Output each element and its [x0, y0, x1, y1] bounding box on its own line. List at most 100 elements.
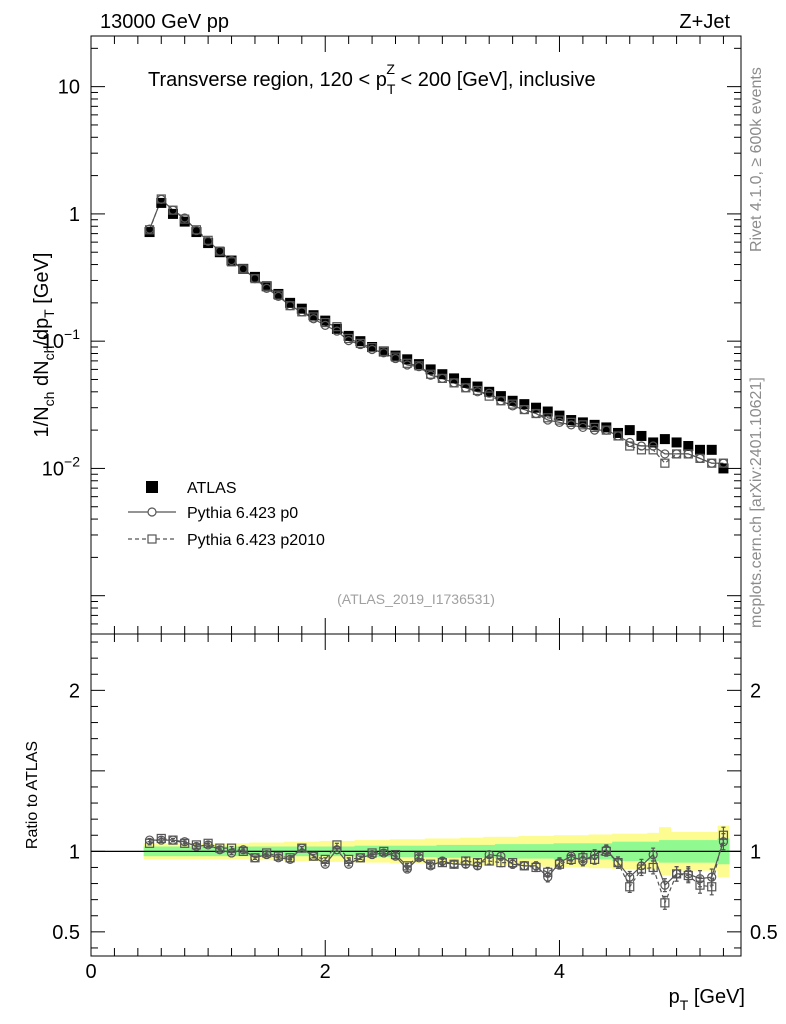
atlas-point	[566, 415, 577, 426]
p2010-point	[718, 458, 729, 468]
ratio-p2010-point	[648, 862, 658, 873]
p2010-point	[695, 453, 705, 463]
atlas-point	[144, 227, 155, 238]
p2010-line	[149, 197, 724, 465]
atlas-point	[249, 271, 260, 282]
p2010-point	[238, 264, 248, 274]
ratio-p0-point	[543, 872, 553, 882]
ratio-p2010-point	[543, 867, 553, 877]
p2010-point	[332, 322, 342, 332]
ratio-y-tick-label-right: 2	[750, 680, 761, 702]
ratio-p0-point	[191, 841, 202, 852]
ratio-p0-point	[414, 853, 424, 863]
ratio-panel: 0.5 0.5 1 1 2 2 0 2 4 Ratio to ATLAS pT [GeV]	[24, 633, 778, 1013]
p2010-point	[262, 281, 272, 291]
ratio-p0-point	[590, 849, 600, 860]
atlas-point	[495, 391, 506, 402]
atlas-point	[542, 406, 553, 417]
ratio-p0-point	[203, 840, 213, 850]
y-tick-label: 10	[58, 77, 80, 99]
ratio-p0-point	[402, 864, 412, 874]
region-label: Transverse region, 120 < pTZ < 200 [GeV]…	[148, 61, 596, 97]
p2010-point	[379, 346, 389, 357]
ratio-p2010-point	[320, 854, 330, 865]
atlas-point	[203, 238, 214, 249]
ratio-p0-point	[601, 845, 611, 855]
ratio-p0-point	[308, 851, 319, 861]
atlas-point	[226, 255, 237, 266]
p2010-point	[355, 338, 365, 349]
ratio-y-tick-label-right: 0.5	[750, 922, 778, 944]
ratio-y-axis-label: Ratio to ATLAS	[24, 741, 41, 849]
ratio-p0-point	[531, 861, 541, 871]
ratio-p0-point	[238, 845, 248, 855]
ratio-p0-point	[707, 872, 717, 882]
ratio-p2010-point	[144, 838, 155, 848]
p2010-point	[144, 225, 155, 235]
p0-line	[149, 198, 724, 464]
ratio-p0-point	[297, 843, 307, 853]
atlas-point	[706, 444, 717, 455]
p2010-point	[297, 307, 307, 317]
p2010-point	[226, 257, 237, 267]
p2010-point	[566, 417, 576, 427]
p2010-point	[285, 301, 295, 311]
p2010-point	[180, 214, 190, 224]
y-tick-label: 1	[69, 204, 80, 226]
atlas-point	[367, 341, 378, 352]
ratio-y-tick-label-right: 1	[750, 841, 761, 863]
ratio-p2010-point	[660, 898, 670, 908]
p2010-point	[590, 422, 600, 433]
ratio-p0-point	[168, 835, 178, 845]
ratio-p0-point	[508, 859, 518, 869]
atlas-point	[261, 281, 272, 292]
ratio-y-tick-label: 0.5	[52, 922, 80, 944]
atlas-point	[636, 430, 647, 441]
p2010-point	[484, 391, 494, 401]
atlas-point	[507, 395, 518, 406]
ratio-p0-point	[180, 837, 190, 847]
atlas-point	[577, 417, 588, 428]
atlas-point	[273, 288, 284, 299]
ratio-p0-point	[426, 861, 436, 871]
atlas-point	[659, 434, 670, 445]
ratio-p0-point	[718, 837, 729, 847]
ratio-p2010-point	[496, 858, 506, 868]
atlas-point	[460, 377, 471, 388]
ratio-p2010-point	[461, 856, 471, 866]
atlas-point	[601, 422, 612, 433]
ratio-p0-point	[344, 859, 354, 869]
p2010-point	[660, 458, 670, 468]
p2010-point	[683, 449, 693, 459]
p2010-point	[367, 343, 377, 353]
p2010-point	[320, 317, 330, 328]
analysis-label: (ATLAS_2019_I1736531)	[337, 591, 495, 607]
ratio-p0-point	[355, 853, 365, 863]
ratio-p0-point	[671, 869, 682, 879]
ratio-y-tick-label: 1	[69, 841, 80, 863]
p2010-point	[578, 420, 588, 430]
header-energy: 13000 GeV pp	[100, 11, 229, 33]
atlas-point	[531, 402, 542, 413]
ratio-p0-point	[390, 851, 401, 861]
x-tick-label: 4	[554, 961, 565, 983]
p2010-point	[531, 408, 541, 419]
atlas-point	[683, 441, 694, 452]
atlas-point	[624, 425, 635, 436]
p2010-point	[496, 396, 506, 406]
ratio-p0-point	[496, 851, 506, 861]
x-tick-label: 2	[320, 961, 331, 983]
ratio-p2010-point	[484, 856, 494, 866]
p2010-point	[601, 425, 611, 435]
legend-label: Pythia 6.423 p0	[187, 505, 298, 522]
ratio-p0-point	[578, 856, 588, 866]
p2010-point	[273, 290, 283, 300]
ratio-p0-point	[144, 835, 155, 845]
ratio-p2010-point	[472, 858, 483, 868]
ratio-p2010-point	[707, 882, 717, 892]
p2010-point	[308, 312, 319, 322]
p2010-point	[508, 399, 518, 409]
ratio-p2010-point	[344, 854, 354, 865]
p2010-point	[156, 194, 166, 204]
p2010-point	[519, 404, 529, 415]
